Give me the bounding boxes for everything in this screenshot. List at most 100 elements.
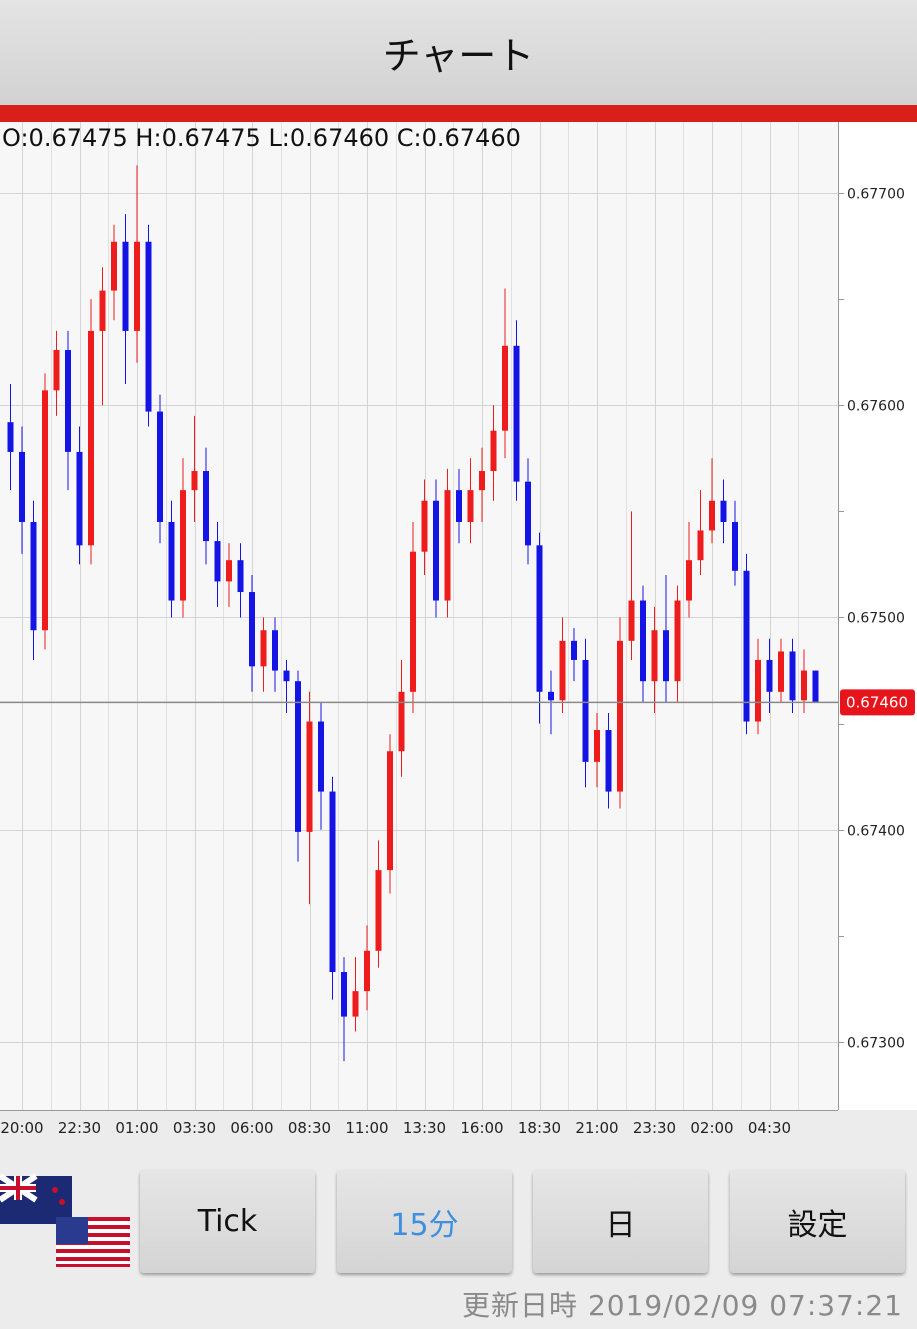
candle-body: [732, 521, 738, 571]
x-tick-label: 11:00: [345, 1119, 388, 1137]
candle-body: [594, 730, 600, 762]
x-tick-label: 06:00: [230, 1119, 273, 1137]
candle-body: [352, 991, 359, 1017]
candle-body: [502, 345, 508, 431]
candle-body: [709, 500, 715, 531]
y-tick-label: 0.67400: [847, 824, 905, 840]
candle-body: [433, 500, 439, 601]
candle-body: [65, 350, 71, 452]
accent-bar: [0, 105, 917, 122]
x-tick-label: 04:30: [748, 1119, 791, 1137]
update-time: 更新日時 2019/02/09 07:37:21: [462, 1284, 903, 1324]
button-label: 設定: [787, 1207, 848, 1243]
interval-button[interactable]: 15分: [337, 1170, 512, 1273]
daily-button[interactable]: 日: [533, 1170, 708, 1273]
x-tick-label: 23:30: [633, 1119, 676, 1137]
candle-body: [88, 330, 94, 546]
candle-body: [467, 490, 474, 522]
chart: O:0.67475 H:0.67475 L:0.67460 C:0.67460 …: [0, 122, 917, 1137]
candle-body: [720, 500, 727, 522]
candle-body: [260, 630, 267, 667]
candle-body: [111, 241, 117, 291]
y-tick-label: 0.67700: [847, 187, 905, 203]
candle-body: [7, 422, 14, 452]
candle-body: [663, 630, 669, 682]
candle-body: [329, 791, 336, 973]
candle-body: [398, 691, 405, 752]
candle-body: [122, 241, 129, 331]
nz-star: [59, 1199, 65, 1205]
x-tick-label: 20:00: [0, 1119, 43, 1137]
us-canton: [56, 1217, 88, 1244]
candle-body: [375, 870, 382, 951]
candle-body: [341, 972, 347, 1017]
tick-button[interactable]: Tick: [140, 1170, 315, 1273]
candle-body: [525, 481, 531, 546]
update-label: 更新日時: [462, 1289, 579, 1322]
candle-body: [214, 541, 221, 582]
candle-body: [755, 659, 761, 722]
candle-body: [191, 471, 198, 491]
candle-body: [640, 600, 646, 682]
x-tick-label: 13:30: [403, 1119, 446, 1137]
button-label: Tick: [197, 1204, 258, 1239]
axis-area: [838, 122, 917, 1110]
x-tick-label: 08:30: [288, 1119, 331, 1137]
candle-body: [559, 640, 566, 701]
candle-body: [651, 630, 658, 682]
currency-flags[interactable]: [0, 1172, 135, 1272]
candle-body: [42, 390, 48, 631]
settings-button[interactable]: 設定: [730, 1170, 905, 1273]
current-price-label: 0.67460: [846, 693, 908, 711]
candle-body: [30, 521, 37, 631]
candle-body: [766, 659, 773, 692]
candle-body: [410, 551, 416, 692]
x-tick-label: 16:00: [460, 1119, 503, 1137]
x-tick-label: 18:30: [518, 1119, 561, 1137]
update-value: 2019/02/09 07:37:21: [587, 1289, 903, 1322]
candle-body: [226, 560, 232, 582]
candle-body: [697, 530, 704, 561]
candle-body: [743, 570, 750, 722]
candle-body: [513, 345, 520, 482]
x-tick-label: 03:30: [173, 1119, 216, 1137]
header-title: チャート: [382, 34, 535, 78]
candle-body: [582, 659, 589, 762]
candle-body: [157, 411, 163, 522]
candle-body: [490, 430, 497, 472]
candle-body: [168, 521, 175, 601]
candle-body: [479, 471, 485, 491]
candle-body: [778, 651, 784, 692]
candle-body: [203, 471, 209, 542]
candle-body: [306, 721, 313, 832]
candle-body: [249, 592, 255, 667]
us-stripes: [56, 1217, 130, 1267]
x-tick-label: 02:00: [690, 1119, 733, 1137]
x-tick-label: 21:00: [575, 1119, 618, 1137]
candle-body: [444, 490, 451, 601]
candle-body: [272, 630, 278, 671]
button-label: 15分: [390, 1207, 459, 1243]
current-price-tag: [840, 689, 915, 716]
candle-body: [318, 721, 324, 792]
candle-body: [536, 545, 543, 692]
candle-body: [53, 350, 60, 391]
candle-body: [605, 730, 612, 792]
candle-body: [571, 640, 577, 660]
candle-body: [628, 600, 635, 641]
ohlc-readout: O:0.67475 H:0.67475 L:0.67460 C:0.67460: [2, 124, 521, 152]
nz-union: [0, 1176, 36, 1200]
y-tick-label: 0.67300: [847, 1036, 905, 1052]
candle-body: [295, 681, 301, 832]
candle-body: [387, 751, 393, 871]
candle-body: [617, 640, 623, 792]
candle-body: [76, 451, 83, 546]
x-tick-label: 22:30: [58, 1119, 101, 1137]
x-tick-label: 01:00: [115, 1119, 158, 1137]
candle-body: [801, 670, 807, 701]
candle-body: [145, 241, 152, 412]
candle-body: [548, 691, 554, 701]
candle-body: [283, 670, 290, 682]
candle-body: [674, 600, 681, 682]
